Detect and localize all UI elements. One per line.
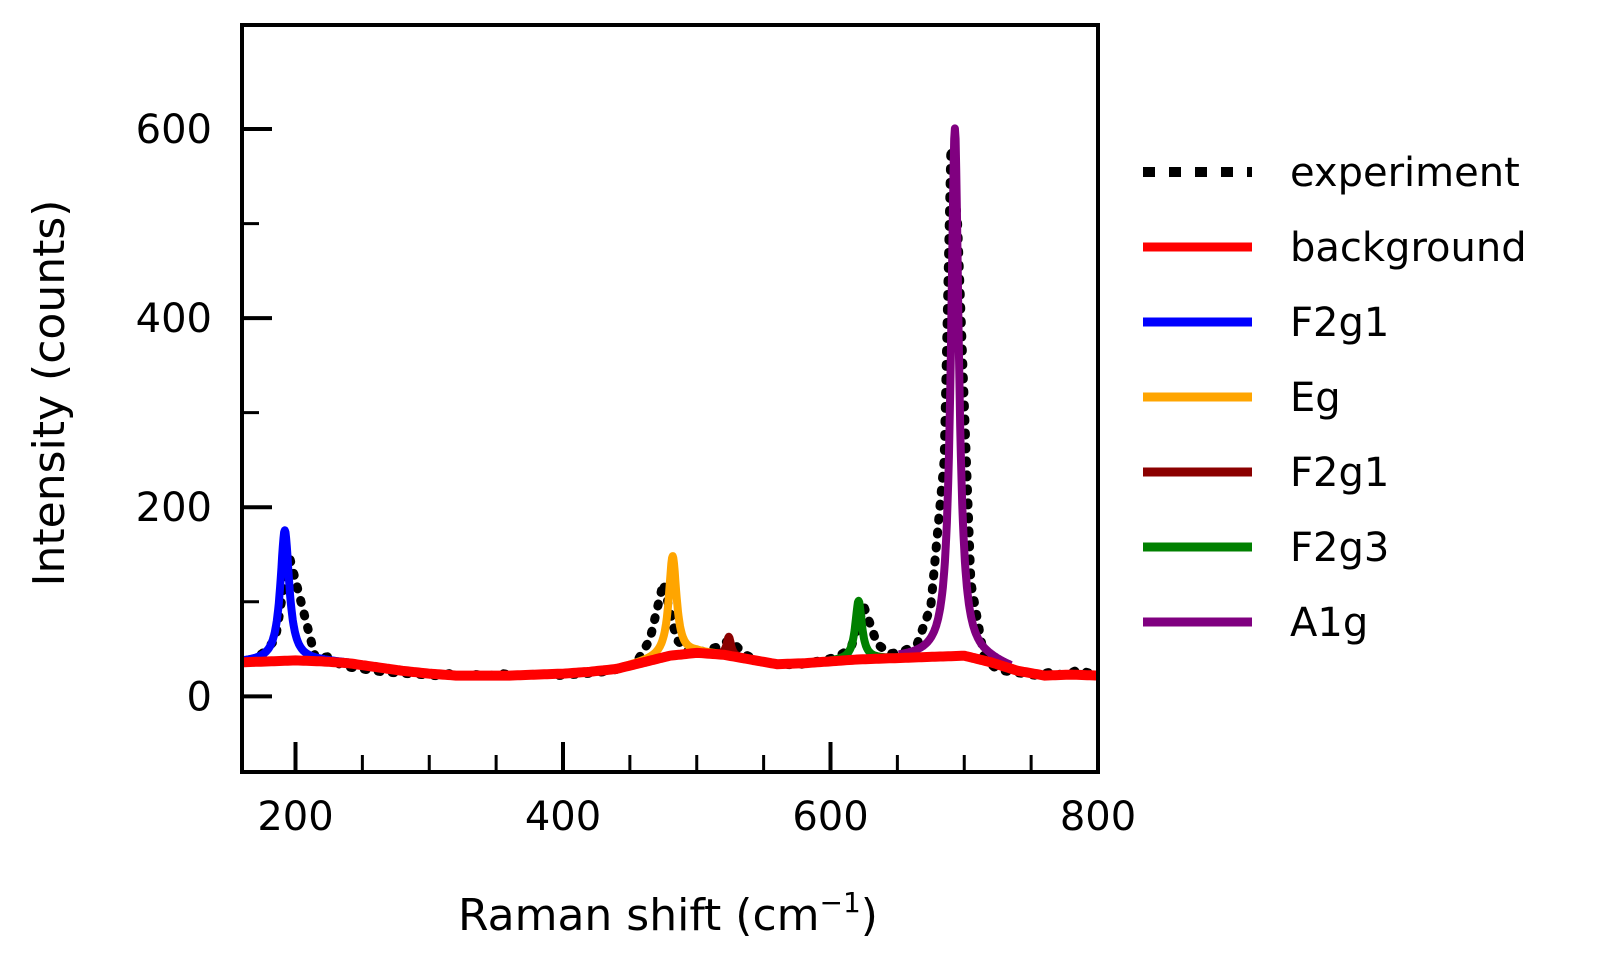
legend-label: A1g — [1290, 600, 1368, 646]
x-tick-label: 400 — [525, 794, 601, 840]
legend-item: experiment — [1143, 150, 1520, 196]
background-series — [242, 647, 1098, 681]
legend-label: F2g3 — [1290, 525, 1389, 571]
y-tick-label: 600 — [136, 107, 212, 153]
legend-label: background — [1290, 225, 1527, 271]
y-tick-label: 400 — [136, 296, 212, 342]
axes: 200 400 600 800 0 200 400 600 — [136, 23, 1136, 840]
legend-item: background — [1143, 225, 1527, 271]
legend-label: experiment — [1290, 150, 1520, 196]
peak-series-4 — [895, 124, 1015, 669]
x-tick-label: 600 — [792, 794, 868, 840]
plot-frame — [240, 23, 1100, 774]
plot-area — [242, 124, 1098, 681]
legend-item: F2g1 — [1143, 450, 1389, 496]
legend-label: Eg — [1290, 375, 1341, 421]
y-tick-label: 200 — [136, 485, 212, 531]
legend-item: Eg — [1143, 375, 1341, 421]
legend-item: A1g — [1143, 600, 1368, 646]
legend-item: F2g3 — [1143, 525, 1389, 571]
x-tick-label: 200 — [257, 794, 333, 840]
legend-item: F2g1 — [1143, 300, 1389, 346]
legend-label: F2g1 — [1290, 300, 1389, 346]
legend-label: F2g1 — [1290, 450, 1389, 496]
x-axis-label: Raman shift (cm−1) — [458, 886, 878, 941]
y-tick-label: 0 — [187, 674, 212, 720]
y-axis-label: Intensity (counts) — [24, 200, 75, 587]
x-tick-label: 800 — [1060, 794, 1136, 840]
legend: experiment background F2g1 Eg F2g1 F2g3 A1g — [1143, 150, 1527, 646]
peak-series-0 — [242, 526, 353, 667]
